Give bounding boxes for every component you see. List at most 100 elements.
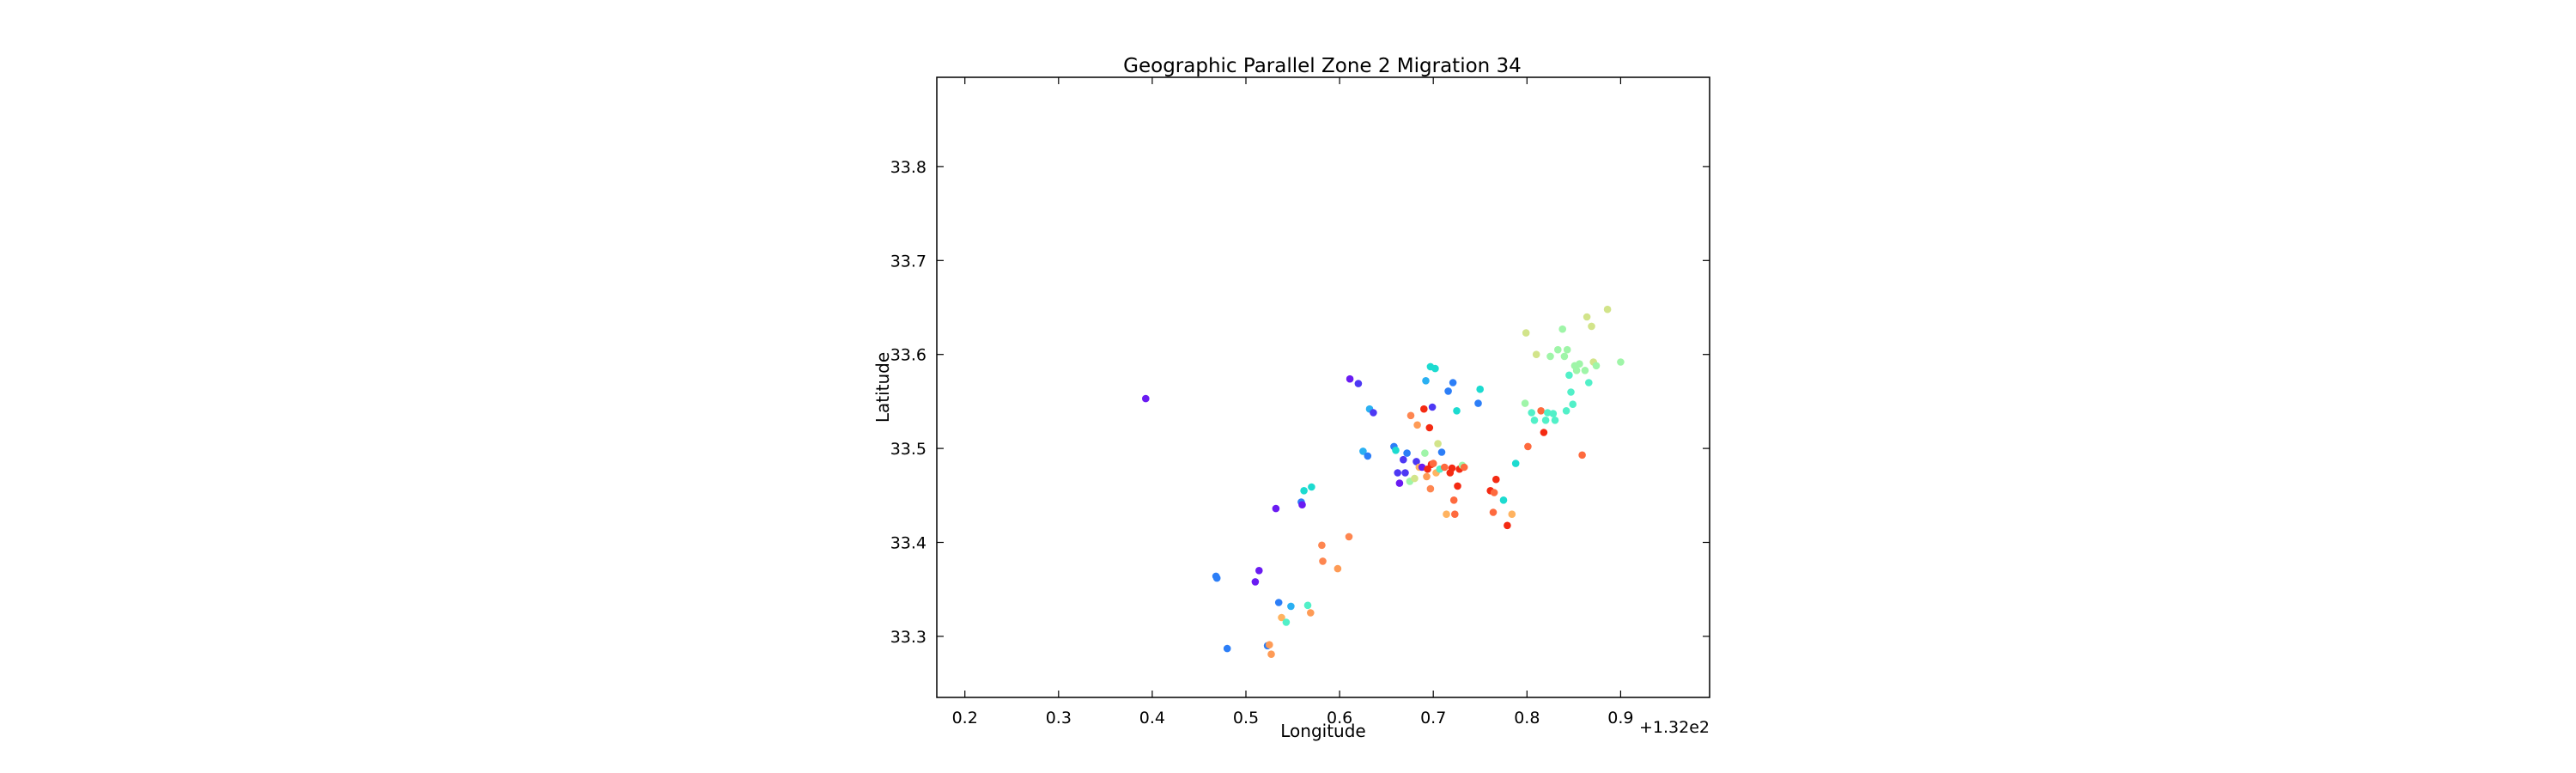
x-tick-label: 0.2 — [952, 709, 978, 727]
data-point — [1474, 399, 1482, 407]
data-point — [1528, 409, 1535, 417]
data-point — [1449, 379, 1457, 386]
data-point — [1544, 409, 1552, 417]
data-point — [1413, 458, 1420, 466]
data-point — [1444, 387, 1452, 395]
data-point — [1223, 644, 1231, 653]
chart-title: Geographic Parallel Zone 2 Migration 34 — [1123, 55, 1522, 77]
data-point — [1490, 489, 1498, 496]
data-point — [1508, 510, 1516, 518]
data-point — [1576, 360, 1583, 368]
data-point — [1567, 388, 1575, 396]
data-point — [1394, 469, 1401, 477]
data-point — [1537, 407, 1545, 415]
x-tick-label: 0.5 — [1233, 709, 1259, 727]
data-point — [1406, 411, 1415, 420]
data-point — [1287, 602, 1295, 611]
data-point — [1569, 400, 1577, 409]
x-tick-label: 0.8 — [1514, 709, 1540, 727]
data-point — [1617, 358, 1625, 366]
x-tick-label: 0.7 — [1420, 709, 1446, 727]
data-point — [1319, 557, 1327, 565]
data-point — [1278, 613, 1285, 622]
data-point — [1578, 451, 1586, 460]
data-point — [1558, 325, 1566, 333]
data-point — [1549, 410, 1558, 417]
data-point — [1282, 618, 1291, 626]
data-point — [1454, 482, 1461, 490]
data-point — [1272, 504, 1280, 513]
y-tick-label: 33.4 — [890, 534, 927, 553]
data-point — [1441, 463, 1449, 472]
data-point — [1266, 641, 1273, 648]
data-point — [1267, 650, 1275, 658]
data-point — [1429, 460, 1437, 467]
data-point — [1443, 510, 1450, 518]
data-point — [1437, 448, 1446, 456]
y-tick-label: 33.3 — [890, 628, 927, 647]
data-point — [1451, 510, 1459, 518]
data-point — [1418, 463, 1426, 472]
data-point — [1422, 377, 1430, 385]
data-point — [1554, 345, 1562, 354]
data-point — [1592, 362, 1601, 370]
x-axis-offset-label: +1.32e2 — [1639, 718, 1710, 737]
y-axis-ticks: 33.3 33.4 33.5 33.6 33.7 33.8 — [890, 158, 1710, 647]
data-point — [1423, 472, 1431, 481]
data-point — [1303, 601, 1312, 610]
data-point — [1212, 574, 1221, 582]
data-point — [1307, 609, 1315, 617]
data-point — [1401, 469, 1409, 477]
data-point — [1425, 423, 1434, 432]
data-point — [1489, 508, 1498, 516]
data-point — [1449, 496, 1458, 504]
data-point — [1551, 417, 1559, 424]
data-point — [1521, 399, 1529, 407]
data-point — [1603, 305, 1612, 313]
data-point — [1583, 313, 1591, 321]
data-point — [1300, 487, 1308, 495]
data-point — [1142, 394, 1150, 403]
data-point — [1562, 407, 1571, 415]
data-point — [1434, 440, 1442, 447]
y-tick-label: 33.6 — [890, 346, 927, 365]
data-point — [1411, 474, 1419, 483]
y-axis-label: Latitude — [872, 352, 893, 423]
data-point — [1563, 345, 1571, 354]
data-point — [1585, 379, 1593, 386]
data-point — [1346, 374, 1354, 383]
data-point — [1530, 417, 1539, 424]
data-point — [1370, 409, 1377, 417]
data-point — [1581, 367, 1589, 374]
data-point — [1546, 352, 1554, 361]
data-point — [1251, 578, 1260, 586]
data-point — [1448, 464, 1456, 472]
data-point — [1428, 403, 1437, 411]
data-point — [1460, 463, 1468, 472]
data-point — [1572, 367, 1581, 374]
data-point — [1359, 447, 1367, 455]
plot-area — [936, 76, 1710, 698]
y-tick-label: 33.5 — [890, 440, 927, 459]
data-point — [1532, 350, 1540, 359]
data-point — [1364, 452, 1372, 460]
x-tick-label: 0.4 — [1139, 709, 1165, 727]
y-tick-label: 33.7 — [890, 252, 927, 271]
x-tick-label: 0.6 — [1327, 709, 1352, 727]
data-point — [1413, 421, 1421, 429]
data-point — [1420, 405, 1428, 413]
data-points — [1142, 305, 1625, 658]
data-point — [1565, 371, 1573, 380]
data-point — [1298, 501, 1306, 508]
data-point — [1274, 599, 1283, 606]
data-point — [1560, 352, 1569, 361]
data-point — [1492, 475, 1500, 484]
data-point — [1421, 449, 1429, 457]
data-point — [1540, 429, 1548, 436]
data-point — [1524, 442, 1532, 451]
x-tick-label: 0.9 — [1607, 709, 1633, 727]
data-point — [1334, 564, 1342, 573]
data-point — [1541, 417, 1550, 424]
data-point — [1431, 364, 1439, 373]
